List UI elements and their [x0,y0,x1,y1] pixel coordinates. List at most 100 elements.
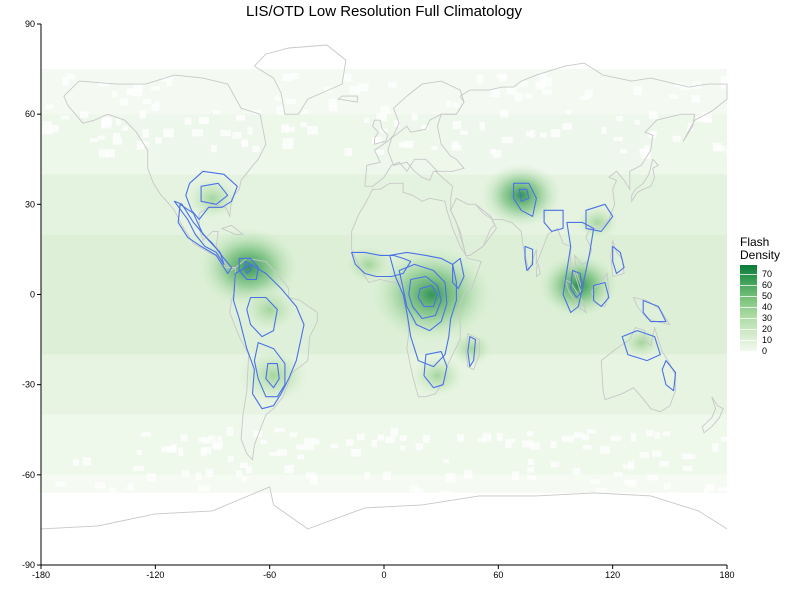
heat-speckle [496,433,503,442]
heat-speckle [639,452,650,459]
heat-speckle [307,125,318,135]
heat-speckle [633,86,643,95]
heat-speckle [281,124,290,133]
heat-speckle [528,458,534,466]
heat-speckle [178,447,184,457]
heat-speckle [330,443,339,449]
contour-amazon [246,296,278,338]
heat-speckle [253,430,263,437]
heat-speckle [703,488,711,494]
legend-tick [740,328,757,330]
heat-speckle [720,436,730,442]
heat-speckle [274,428,285,433]
contour-central-africa-mid [398,263,448,332]
heat-speckle [590,479,601,484]
heat-speckle [682,465,693,472]
heat-speckle [585,89,593,98]
heat-speckle [62,78,68,86]
heat-speckle [226,426,234,436]
heat-speckle [460,130,468,135]
heat-speckle [349,86,361,95]
legend-tick [740,284,757,286]
heat-speckle [205,468,214,477]
heat-speckle [411,114,418,121]
coastline-north-america [63,74,267,272]
heat-speckle [640,150,651,159]
heat-speckle [525,93,533,99]
heat-speckle [530,129,536,138]
heat-speckle [305,472,317,479]
heat-speckle [43,121,52,127]
heat-speckle [567,435,575,443]
heat-speckle [120,98,129,106]
heat-speckle [289,432,297,438]
heat-speckle [241,139,249,147]
heat-speckle [220,129,231,137]
heat-speckle [650,130,657,136]
heat-speckle [701,112,712,122]
heat-speckle [443,459,449,464]
heat-speckle [506,87,517,95]
heat-speckle [155,137,162,144]
heat-speckle [718,487,728,492]
heat-speckle [648,111,658,120]
heat-speckle [620,148,628,154]
coastline-layer [40,44,728,530]
contour-south-china [585,203,614,232]
heat-speckle [692,81,702,89]
heat-speckle [277,449,288,457]
legend-tick [740,306,757,308]
heat-speckle [380,106,390,114]
heat-speckle [565,110,572,115]
contour-maracaibo-inner [244,260,252,275]
heat-speckle [143,98,152,104]
heat-speckle [146,472,156,482]
heat-speckle [98,81,109,87]
heat-speckle [550,461,560,468]
heat-speckle [166,81,173,86]
heat-speckle [239,462,248,469]
heat-speckle [479,122,485,131]
heat-speckle [680,85,691,91]
heat-speckle [236,470,242,477]
heat-band-5 [41,414,727,475]
heat-speckle [600,446,610,455]
heat-speckle [393,119,401,128]
heat-speckle [526,131,532,137]
heat-speckle [572,467,581,476]
heat-speckle [328,98,337,108]
heat-speckle [60,115,70,120]
heat-speckle [72,459,80,467]
coastline-asia [434,62,728,293]
heat-speckle [55,481,66,487]
heat-speckle [390,427,399,437]
heat-speckle [628,460,635,470]
heat-speckle [304,437,314,445]
heat-speckle [132,465,144,472]
heat-speckle [586,429,596,434]
heat-speckle [269,452,280,457]
y-tick-label: -30 [22,380,35,390]
heat-speckle [399,435,407,441]
heat-speckle [112,132,121,137]
coastline-iceland [337,95,358,103]
heat-speckle [409,485,418,492]
heat-speckle [624,480,634,486]
heat-speckle [464,470,473,479]
heat-speckle [200,446,212,454]
heat-speckle [291,73,300,79]
heat-speckle [451,141,460,148]
heat-speckle [297,454,305,460]
heat-speckle [398,142,409,148]
heat-speckle [527,475,537,481]
contour-central-am [173,200,225,265]
heat-hotspot-2 [236,346,311,405]
coastline-europe [364,80,465,187]
heat-speckle [45,104,54,109]
heat-speckle [421,124,429,131]
coastline-uk [372,119,389,145]
heat-speckle [581,434,589,441]
legend-label: 0 [762,346,768,356]
coastline-new-zealand [701,396,724,434]
